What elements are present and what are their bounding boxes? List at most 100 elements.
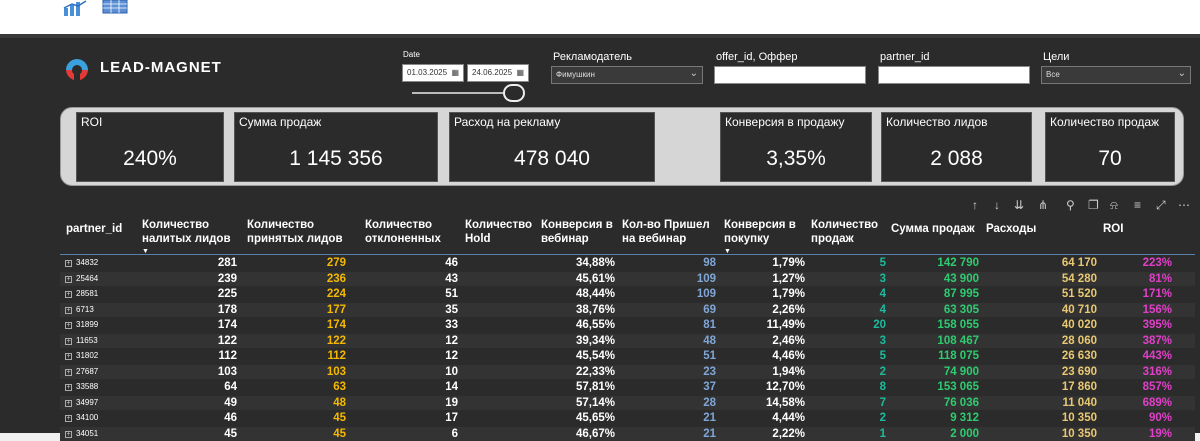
drill-up-icon[interactable]: ↑ xyxy=(972,198,978,212)
cell-rejected-leads: 12 xyxy=(445,350,458,362)
expand-row-icon[interactable]: + xyxy=(65,353,72,360)
table-row[interactable]: +6713 178 177 35 38,76% 69 2,26% 4 63 305 40 710 1… xyxy=(60,302,1195,317)
cell-conv-purchase: 1,94% xyxy=(772,365,805,378)
cell-partner-id[interactable]: +28581 xyxy=(65,287,98,301)
table-row[interactable]: +31802 112 112 12 45,54% 51 4,46% 5 118 075 26 63… xyxy=(60,349,1195,363)
col-header-came-webinar[interactable]: Кол-во Пришел на вебинар xyxy=(622,219,710,245)
expand-row-icon[interactable]: + xyxy=(65,260,72,267)
partner-select[interactable] xyxy=(878,66,1030,84)
cell-sales-count: 3 xyxy=(879,334,886,347)
table-grid-icon[interactable] xyxy=(102,0,128,14)
advertiser-filter-label: Рекламодатель xyxy=(553,51,632,63)
cell-sales-count: 8 xyxy=(879,381,886,393)
table-row[interactable]: +34832 281 279 46 34,88% 98 1,79% 5 142 790 64 17… xyxy=(60,256,1195,270)
cell-partner-id[interactable]: +31899 xyxy=(65,318,98,332)
expand-row-icon[interactable]: + xyxy=(65,384,72,391)
cell-sales-count: 5 xyxy=(879,350,886,362)
col-header-conv-purchase[interactable]: Конверсия в покупку xyxy=(724,219,796,245)
col-header-hold[interactable]: Количество Hold xyxy=(465,219,533,245)
cell-partner-id[interactable]: +11653 xyxy=(65,334,98,348)
table-row[interactable]: +34100 46 45 17 45,65% 21 4,44% 2 9 312 10 350 90% xyxy=(60,411,1195,425)
more-options-icon[interactable]: ⋯ xyxy=(1178,198,1190,212)
sort-desc-icon[interactable]: ▼ xyxy=(724,248,731,255)
pin-icon[interactable]: ⚲ xyxy=(1066,198,1075,212)
sort-desc-icon[interactable]: ▼ xyxy=(142,248,149,255)
kpi-value: 2 088 xyxy=(930,147,983,170)
expand-row-icon[interactable]: + xyxy=(65,337,72,345)
col-header-partner[interactable]: partner_id xyxy=(66,223,123,235)
cell-accepted-leads: 224 xyxy=(326,288,346,300)
col-header-sales-sum[interactable]: Сумма продаж xyxy=(891,223,975,235)
cell-sales-count: 20 xyxy=(873,319,886,331)
col-header-poured-leads[interactable]: Количество налитых лидов xyxy=(142,219,231,245)
table-row[interactable]: +25464 239 236 43 45,61% 109 1,27% 3 43 900 54 28… xyxy=(60,271,1195,286)
calendar-icon[interactable]: ▦ xyxy=(516,68,524,77)
cell-partner-id[interactable]: +34997 xyxy=(65,396,98,410)
alert-bell-icon[interactable]: ⍾ xyxy=(1110,198,1118,212)
date-range-slider-handle[interactable] xyxy=(503,84,525,102)
col-header-roi[interactable]: ROI xyxy=(1103,223,1124,235)
date-from-input[interactable]: 01.03.2025 ▦ xyxy=(402,64,464,82)
goals-select[interactable]: Все ⌄ xyxy=(1041,66,1191,84)
cell-conv-webinar: 22,33% xyxy=(575,365,615,378)
copy-icon[interactable]: ❐ xyxy=(1088,198,1099,212)
expand-row-icon[interactable]: + xyxy=(65,399,72,407)
partner-id-text: 31899 xyxy=(76,320,99,329)
offer-filter-label: offer_id, Оффер xyxy=(716,51,798,63)
cell-partner-id[interactable]: +34100 xyxy=(65,411,98,425)
expand-row-icon[interactable]: + xyxy=(65,430,72,438)
chart-report-icon[interactable] xyxy=(62,0,88,18)
cell-partner-id[interactable]: +25464 xyxy=(65,272,98,286)
kpi-value: 3,35% xyxy=(766,147,826,170)
expand-row-icon[interactable]: + xyxy=(65,306,72,314)
expand-row-icon[interactable]: + xyxy=(65,415,72,422)
cell-partner-id[interactable]: +33588 xyxy=(65,380,98,394)
drill-down-icon[interactable]: ↓ xyxy=(994,198,1000,212)
cell-conv-webinar: 38,76% xyxy=(575,303,615,316)
date-to-input[interactable]: 24.06.2025 ▦ xyxy=(467,64,529,82)
expand-row-icon[interactable]: + xyxy=(65,368,72,376)
expand-row-icon[interactable]: + xyxy=(65,322,72,329)
hierarchy-expand-icon[interactable]: ⋔ xyxy=(1038,198,1049,212)
col-header-sales-count[interactable]: Количество продаж xyxy=(811,219,879,245)
partner-id-text: 33588 xyxy=(76,382,99,391)
table-row[interactable]: +31899 174 174 33 46,55% 81 11,49% 20 158 055 40 … xyxy=(60,318,1195,332)
cell-rejected-leads: 14 xyxy=(445,381,458,393)
col-header-expenses[interactable]: Расходы xyxy=(986,223,1037,235)
advertiser-select[interactable]: Фимушкин ⌄ xyxy=(551,66,703,84)
cell-partner-id[interactable]: +6713 xyxy=(65,303,94,317)
expand-row-icon[interactable]: + xyxy=(65,275,72,283)
kpi-card-leads: Количество лидов 2 088 xyxy=(881,112,1032,182)
table-row[interactable]: +34051 45 45 6 46,67% 21 2,22% 1 2 000 10 350 19% xyxy=(60,426,1195,441)
cell-expenses: 40 020 xyxy=(1061,319,1097,331)
cell-roi: 223% xyxy=(1142,257,1172,269)
expand-all-down-icon[interactable]: ⇊ xyxy=(1014,198,1025,212)
cell-came-webinar: 48 xyxy=(703,334,716,347)
filter-icon[interactable]: ≡ xyxy=(1134,198,1142,212)
cell-came-webinar: 21 xyxy=(703,427,716,440)
calendar-icon[interactable]: ▦ xyxy=(451,68,459,77)
cell-sales-sum: 87 995 xyxy=(943,288,979,300)
cell-sales-sum: 63 305 xyxy=(943,303,979,316)
table-row[interactable]: +33588 64 63 14 57,81% 37 12,70% 8 153 065 17 860… xyxy=(60,380,1195,394)
cell-partner-id[interactable]: +34832 xyxy=(65,256,98,270)
table-row[interactable]: +34997 49 48 19 57,14% 28 14,58% 7 76 036 11 040 6… xyxy=(60,395,1195,410)
cell-poured-leads: 103 xyxy=(217,365,237,378)
col-header-conv-webinar[interactable]: Конверсия в вебинар xyxy=(541,219,613,245)
cell-rejected-leads: 51 xyxy=(445,288,458,300)
cell-expenses: 26 630 xyxy=(1061,350,1097,362)
col-header-accepted-leads[interactable]: Количество принятых лидов xyxy=(247,219,343,245)
expand-row-icon[interactable]: + xyxy=(65,291,72,298)
table-row[interactable]: +11653 122 122 12 39,34% 48 2,46% 3 108 467 28 06… xyxy=(60,333,1195,348)
cell-partner-id[interactable]: +27687 xyxy=(65,365,98,379)
cell-partner-id[interactable]: +34051 xyxy=(65,427,98,441)
kpi-card-roi: ROI 240% xyxy=(76,112,224,182)
offer-select[interactable] xyxy=(714,66,866,84)
cell-partner-id[interactable]: +31802 xyxy=(65,349,98,363)
focus-mode-icon[interactable]: ⤢ xyxy=(1156,198,1166,212)
col-header-rejected-leads[interactable]: Количество отклоненных xyxy=(365,219,441,245)
date-range-slider-track[interactable] xyxy=(412,92,510,94)
cell-expenses: 10 350 xyxy=(1061,412,1097,424)
table-row[interactable]: +28581 225 224 51 48,44% 109 1,79% 4 87 995 51 52… xyxy=(60,287,1195,301)
table-row[interactable]: +27687 103 103 10 22,33% 23 1,94% 2 74 900 23 690… xyxy=(60,364,1195,379)
